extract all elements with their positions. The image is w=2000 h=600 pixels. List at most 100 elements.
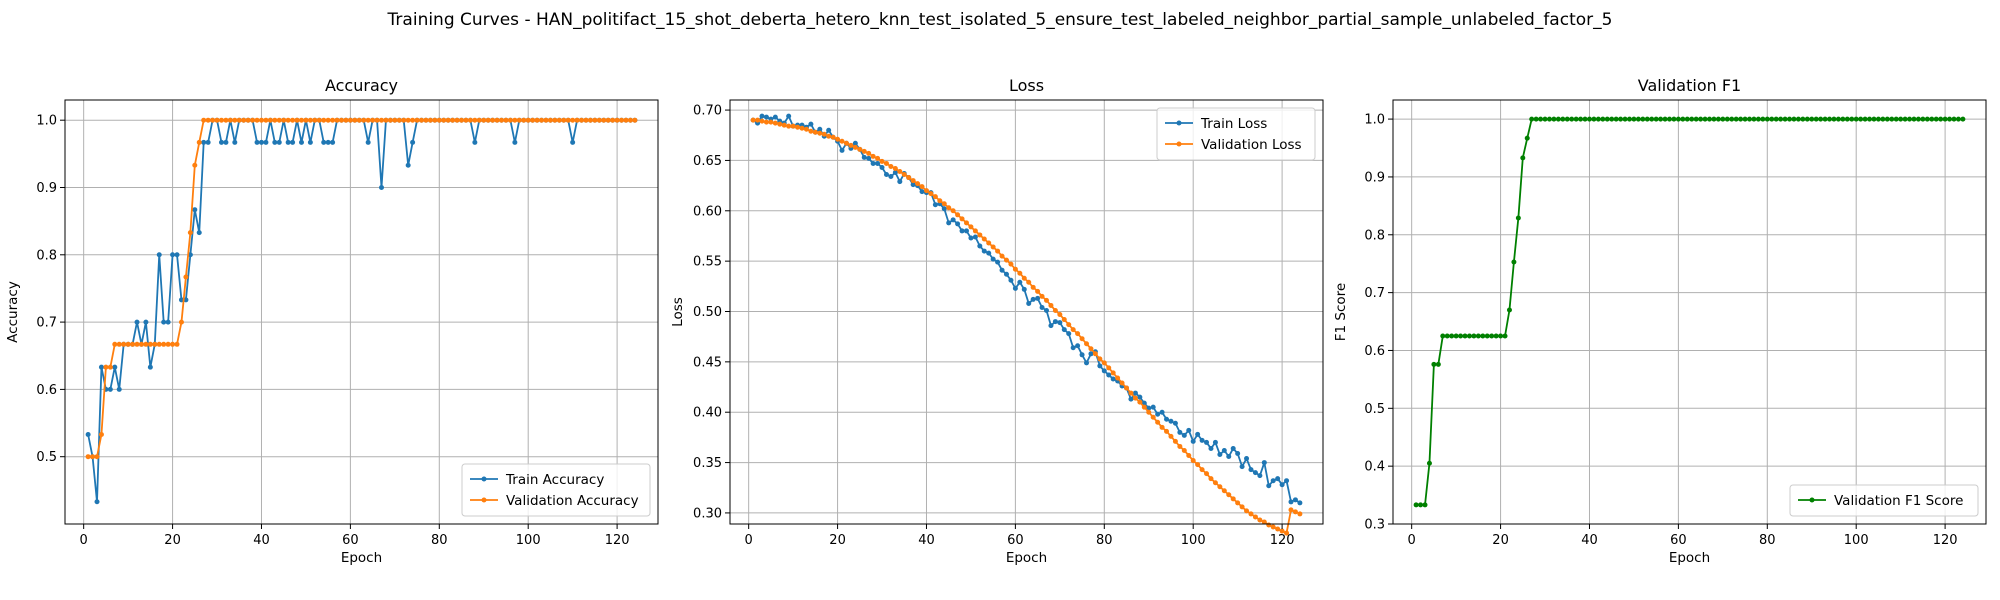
data-point	[786, 123, 792, 129]
legend-frame	[1156, 107, 1316, 161]
data-point	[601, 117, 607, 123]
data-point	[1626, 116, 1632, 122]
data-point	[1440, 333, 1446, 339]
data-point	[170, 341, 176, 347]
data-point	[1893, 116, 1899, 122]
data-point	[1084, 341, 1090, 347]
data-point	[1021, 286, 1027, 292]
data-point	[772, 120, 778, 126]
data-point	[946, 205, 952, 211]
data-point	[1181, 432, 1187, 438]
data-point	[892, 165, 898, 171]
x-tick-label: 80	[1096, 533, 1113, 548]
data-point	[156, 252, 162, 258]
legend: Train Accuracy Validation Accuracy	[461, 463, 651, 517]
data-point	[861, 154, 867, 160]
data-point	[1795, 116, 1801, 122]
data-point	[98, 431, 104, 437]
data-point	[454, 117, 460, 123]
data-point	[1284, 530, 1290, 536]
data-point	[1106, 372, 1112, 378]
data-point	[281, 117, 287, 123]
data-point	[303, 117, 309, 123]
data-point	[1088, 346, 1094, 352]
data-point	[196, 230, 202, 236]
data-point	[90, 454, 96, 460]
data-point	[1840, 116, 1846, 122]
data-point	[852, 144, 858, 150]
y-tick-label: 1.0	[36, 114, 57, 129]
data-point	[276, 139, 282, 145]
data-point	[1181, 447, 1187, 453]
data-point	[875, 160, 881, 166]
data-point	[290, 117, 296, 123]
data-point	[1288, 499, 1294, 505]
data-point	[330, 139, 336, 145]
data-point	[1110, 370, 1116, 376]
series-1	[750, 113, 1303, 506]
data-point	[995, 248, 1001, 254]
data-point	[1413, 502, 1419, 508]
data-point	[423, 117, 429, 123]
data-point	[121, 341, 127, 347]
data-point	[201, 117, 207, 123]
chart-panel-1: 0 20 40 60 80 100 120 0.5 0.6 0.7 0.8 0.9 1.0 Accurac…	[5, 76, 659, 566]
data-point	[999, 253, 1005, 259]
chart-title: Accuracy	[325, 76, 398, 95]
data-point	[1026, 279, 1032, 285]
data-point	[1159, 424, 1165, 430]
x-tick-label: 40	[253, 533, 270, 548]
data-point	[338, 117, 344, 123]
data-point	[467, 117, 473, 123]
data-point	[1582, 116, 1588, 122]
data-point	[950, 217, 956, 223]
data-point	[227, 117, 233, 123]
data-point	[1070, 345, 1076, 351]
y-tick-label: 0.55	[693, 255, 722, 270]
data-point	[1742, 116, 1748, 122]
data-point	[1061, 327, 1067, 333]
data-point	[410, 139, 416, 145]
y-tick-label: 0.45	[693, 355, 722, 370]
y-tick-label: 0.5	[1364, 402, 1385, 417]
x-axis-label: Epoch	[341, 550, 382, 566]
data-point	[1270, 524, 1276, 530]
data-point	[1257, 517, 1263, 523]
x-tick-label: 60	[342, 533, 359, 548]
data-point	[472, 117, 478, 123]
data-point	[937, 198, 943, 204]
data-point	[1573, 116, 1579, 122]
data-point	[1075, 343, 1081, 349]
data-point	[565, 117, 571, 123]
data-point	[1489, 333, 1495, 339]
data-point	[619, 117, 625, 123]
x-tick-label: 20	[1492, 533, 1509, 548]
data-point	[1947, 116, 1953, 122]
y-tick-label: 0.8	[36, 248, 57, 263]
data-point	[1604, 116, 1610, 122]
data-point	[1039, 293, 1045, 299]
data-point	[374, 117, 380, 123]
data-point	[888, 174, 894, 180]
data-point	[1640, 116, 1646, 122]
data-point	[134, 341, 140, 347]
data-point	[941, 206, 947, 212]
data-point	[999, 267, 1005, 273]
data-point	[981, 236, 987, 242]
x-tick-label: 0	[745, 533, 753, 548]
series-line	[752, 115, 1301, 504]
data-point	[1462, 333, 1468, 339]
data-point	[1195, 431, 1201, 437]
data-point	[1217, 452, 1223, 458]
data-point	[1066, 322, 1072, 328]
data-point	[1035, 295, 1041, 301]
data-point	[138, 341, 144, 347]
data-point	[1418, 502, 1424, 508]
legend-label: Validation F1 Score	[1834, 493, 1963, 509]
data-point	[866, 155, 872, 161]
data-point	[427, 117, 433, 123]
data-point	[1933, 116, 1939, 122]
data-point	[1048, 323, 1054, 329]
data-point	[570, 139, 576, 145]
data-point	[379, 184, 385, 190]
